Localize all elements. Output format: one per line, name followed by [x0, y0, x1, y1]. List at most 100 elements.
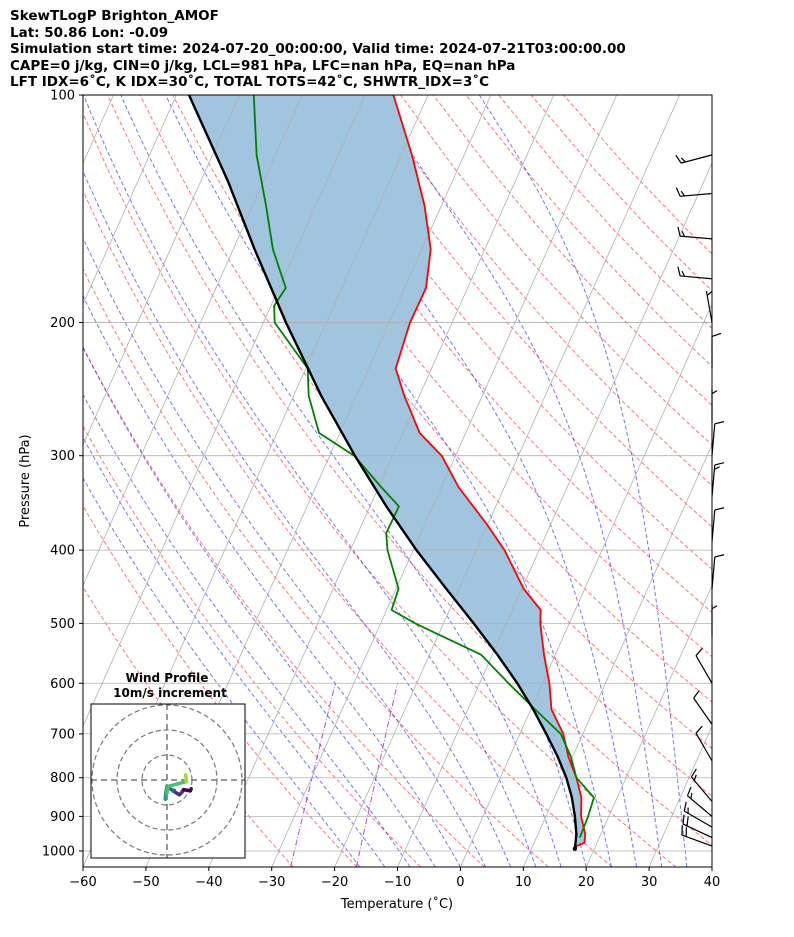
isotherm-gridline: [83, 95, 177, 305]
x-tick-label: −50: [132, 875, 159, 890]
y-axis-label: Pressure (hPa): [18, 434, 33, 527]
moist-adiabat-line: [83, 477, 361, 867]
wind-barb-feather: [706, 291, 713, 296]
wind-barb: [711, 507, 725, 542]
dry-adiabat-line: [83, 425, 422, 867]
wind-barb: [705, 290, 713, 323]
dry-adiabat-line: [83, 189, 613, 867]
wind-barb-staff: [680, 275, 713, 280]
wind-barb-feather: [686, 816, 689, 827]
isotherm-gridline: [460, 303, 712, 867]
x-tick-label: −10: [384, 875, 411, 890]
x-tick-label: 0: [456, 875, 464, 890]
wind-barb-staff: [680, 192, 713, 197]
wind-barb-staff: [683, 810, 713, 828]
isotherm-gridline: [83, 95, 366, 728]
isotherm-gridline: [648, 725, 712, 867]
header-title: SkewTLogP Brighton_AMOF: [10, 8, 219, 24]
wind-barb-feather: [695, 725, 703, 734]
dry-adiabat-line: [302, 95, 712, 570]
moist-adiabat-line: [83, 170, 512, 867]
y-tick-label: 800: [50, 771, 75, 786]
y-tick-label: 300: [50, 449, 75, 464]
moist-adiabat-line: [478, 95, 688, 867]
moist-adiabat-line: [372, 95, 663, 867]
isotherm-gridline: [83, 95, 240, 446]
moist-adiabat-line: [83, 393, 411, 867]
moist-adiabat-line: [287, 95, 637, 867]
x-tick-label: −20: [321, 875, 348, 890]
wind-barb-feather: [693, 690, 700, 699]
inset-title: Wind Profile: [126, 671, 209, 685]
wind-barb-feather: [681, 230, 686, 237]
dry-adiabat-line: [400, 95, 712, 446]
wind-barb-feather: [714, 507, 725, 511]
header-cape-line: CAPE=0 j/kg, CIN=0 j/kg, LCL=981 hPa, LF…: [10, 57, 516, 74]
x-tick-label: 20: [578, 875, 595, 890]
wind-barb-feather: [693, 774, 697, 781]
wind-barb-feather: [711, 390, 718, 395]
wind-barb-feather: [683, 801, 687, 812]
wind-barb-feather: [677, 266, 681, 277]
surface-parcel-point: [572, 846, 578, 851]
wind-barb: [711, 554, 725, 589]
wind-barb-staff: [695, 732, 713, 762]
wind-barb-feather: [675, 154, 682, 164]
moist-adiabat-line: [219, 95, 612, 867]
dry-adiabat-line: [83, 504, 358, 867]
hodograph-segment: [183, 773, 188, 781]
moist-adiabat-line: [83, 346, 436, 867]
wind-barb-staff: [680, 235, 713, 240]
isotherm-gridline: [271, 95, 618, 867]
wind-profile-inset: Wind Profile 10m/s increment: [90, 671, 246, 859]
header-indices-line: LFT IDX=6˚C, K IDX=30˚C, TOTAL TOTS=42˚C…: [10, 74, 490, 90]
isotherm-gridline: [585, 584, 712, 867]
y-tick-label: 100: [50, 89, 75, 104]
dry-adiabat-line: [83, 267, 549, 867]
y-tick-label: 200: [50, 316, 75, 331]
isotherm-gridline: [711, 866, 712, 867]
x-tick-label: 40: [704, 875, 721, 890]
isotherm-gridline: [522, 443, 712, 867]
inset-background: [91, 704, 245, 858]
wind-barb-staff: [693, 697, 713, 725]
isotherm-gridline: [334, 95, 680, 867]
wind-barb-staff: [682, 823, 713, 839]
wind-barb: [675, 187, 713, 197]
moist-adiabat-line: [83, 436, 386, 867]
x-tick-label: 30: [641, 875, 658, 890]
isotherm-gridline: [208, 95, 555, 867]
moist-adiabat-line: [83, 95, 537, 867]
x-tick-label: 10: [515, 875, 532, 890]
y-tick-label: 600: [50, 677, 75, 692]
dewpoint-line: [252, 95, 595, 838]
wind-barb: [711, 389, 718, 422]
wind-barb: [686, 786, 713, 817]
moist-adiabat-line: [120, 95, 562, 867]
y-tick-label: 500: [50, 617, 75, 632]
mixing-ratio-line: [355, 683, 398, 867]
isotherm-gridline: [397, 162, 712, 867]
wind-barb-staff: [690, 776, 713, 802]
wind-barb-feather: [686, 786, 692, 797]
wind-barb-staff: [680, 154, 713, 164]
wind-barb: [711, 421, 725, 456]
x-tick-label: −30: [258, 875, 285, 890]
wind-barb-feather: [695, 648, 703, 656]
header-times: Simulation start time: 2024-07-20_00:00:…: [10, 41, 626, 57]
wind-barb-feather: [675, 187, 681, 197]
y-tick-label: 1000: [42, 844, 75, 859]
wind-barb: [711, 462, 725, 497]
wind-barb-feather: [714, 554, 725, 558]
wind-barb: [682, 814, 713, 839]
wind-barb: [711, 604, 718, 637]
wind-barb: [675, 154, 713, 164]
wind-barb: [677, 226, 713, 240]
wind-barb-feather: [714, 462, 725, 466]
wind-barb-feather: [690, 768, 697, 778]
mixing-ratio-line: [290, 683, 336, 867]
wind-barb-staff: [687, 795, 713, 817]
hodograph-segment: [166, 779, 188, 789]
wind-barb: [677, 266, 713, 280]
